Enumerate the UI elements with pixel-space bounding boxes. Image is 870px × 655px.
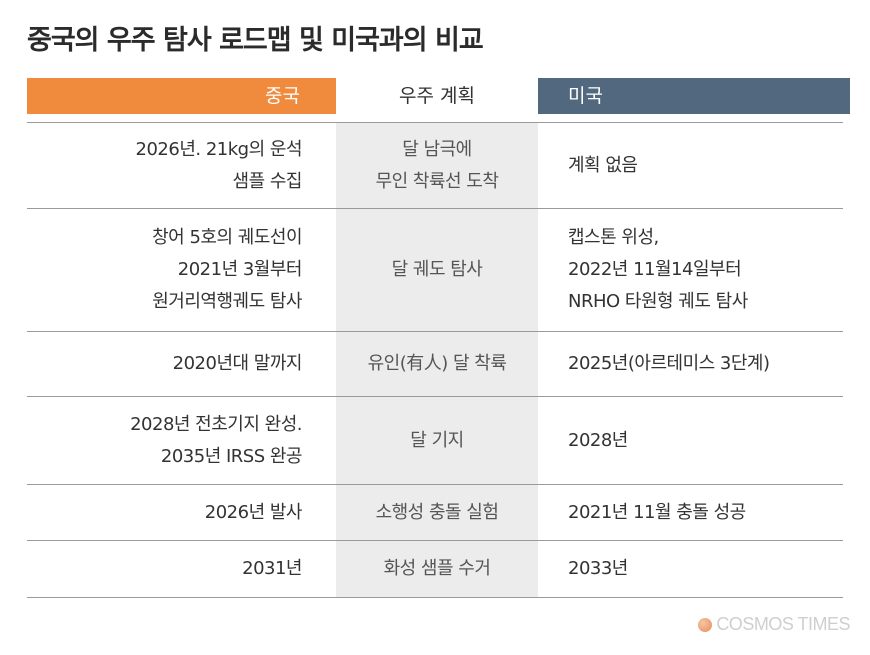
plan-cell: 달 궤도 탐사 bbox=[391, 259, 483, 280]
row-divider bbox=[27, 597, 843, 598]
china-cell: 2028년 전초기지 완성. 2035년 IRSS 완공 bbox=[130, 413, 302, 467]
plan-cell: 유인(有人) 달 착륙 bbox=[367, 353, 507, 374]
row-divider bbox=[27, 484, 843, 485]
header-china: 중국 bbox=[27, 78, 336, 114]
plan-cell: 달 남극에 무인 착륙선 도착 bbox=[375, 138, 499, 192]
row-divider bbox=[27, 540, 843, 541]
row-divider bbox=[27, 396, 843, 397]
row-divider bbox=[27, 122, 843, 123]
usa-cell: 2021년 11월 충돌 성공 bbox=[568, 501, 746, 523]
plan-cell: 화성 샘플 수거 bbox=[383, 558, 491, 579]
logo-text: COSMOS TIMES bbox=[716, 614, 850, 634]
middle-column-background bbox=[336, 123, 538, 597]
cosmos-times-logo-icon bbox=[698, 617, 713, 632]
table-row: 2020년대 말까지 유인(有人) 달 착륙 2025년(아르테미스 3단계) bbox=[27, 332, 843, 396]
usa-cell: 캡스톤 위성, 2022년 11월14일부터 NRHO 타원형 궤도 탐사 bbox=[568, 227, 748, 312]
china-cell: 2020년대 말까지 bbox=[172, 353, 303, 374]
cosmos-times-logo: COSMOS TIMES bbox=[698, 614, 850, 635]
row-divider bbox=[27, 208, 843, 209]
table-row: 2026년. 21kg의 운석 샘플 수집 달 남극에 무인 착륙선 도착 계획… bbox=[27, 123, 843, 208]
table-row: 2031년 화성 샘플 수거 2033년 bbox=[27, 541, 843, 597]
header-usa: 미국 bbox=[538, 78, 850, 114]
table-row: 2026년 발사 소행성 충돌 실험 2021년 11월 충돌 성공 bbox=[27, 485, 843, 540]
china-cell: 2026년. 21kg의 운석 샘플 수집 bbox=[135, 138, 303, 192]
usa-cell: 2028년 bbox=[568, 429, 628, 451]
table-row: 창어 5호의 궤도선이 2021년 3월부터 원거리역행궤도 탐사 달 궤도 탐… bbox=[27, 209, 843, 331]
plan-cell: 소행성 충돌 실험 bbox=[375, 501, 499, 523]
usa-cell: 계획 없음 bbox=[568, 154, 638, 176]
row-divider bbox=[27, 331, 843, 332]
china-cell: 창어 5호의 궤도선이 2021년 3월부터 원거리역행궤도 탐사 bbox=[152, 227, 302, 312]
header-space-plan: 우주 계획 bbox=[399, 85, 475, 107]
china-cell: 2031년 bbox=[242, 558, 302, 579]
plan-cell: 달 기지 bbox=[410, 429, 464, 451]
page-title: 중국의 우주 탐사 로드맵 및 미국과의 비교 bbox=[27, 25, 484, 56]
table-row: 2028년 전초기지 완성. 2035년 IRSS 완공 달 기지 2028년 bbox=[27, 397, 843, 484]
usa-cell: 2025년(아르테미스 3단계) bbox=[568, 353, 770, 374]
china-cell: 2026년 발사 bbox=[204, 501, 303, 523]
usa-cell: 2033년 bbox=[568, 558, 628, 579]
